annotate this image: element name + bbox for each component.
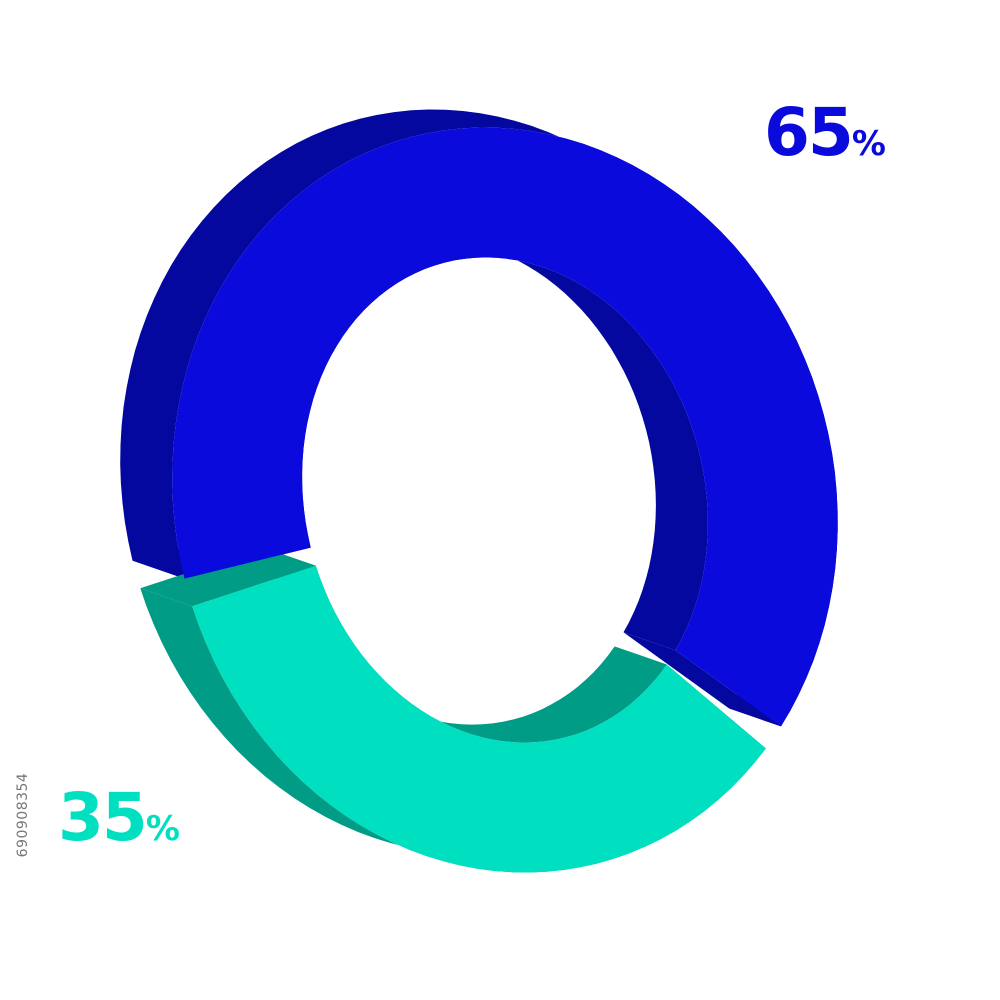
label-65-percent: 65%: [764, 100, 886, 166]
stock-image-id: 690908354: [14, 750, 32, 880]
label-65-number: 65: [764, 94, 854, 171]
segment-1-face: [192, 565, 766, 873]
label-65-sign: %: [851, 124, 886, 164]
label-35-sign: %: [145, 809, 180, 849]
stock-image-id-text: 690908354: [15, 772, 31, 858]
label-35-number: 35: [58, 779, 148, 856]
segment-1-end-cap-1: [140, 547, 316, 607]
segment-0-end-cap-1: [623, 632, 781, 727]
label-35-percent: 35%: [58, 785, 180, 851]
segment-0-inner-side: [250, 239, 708, 651]
segment-0-face: [172, 127, 838, 727]
